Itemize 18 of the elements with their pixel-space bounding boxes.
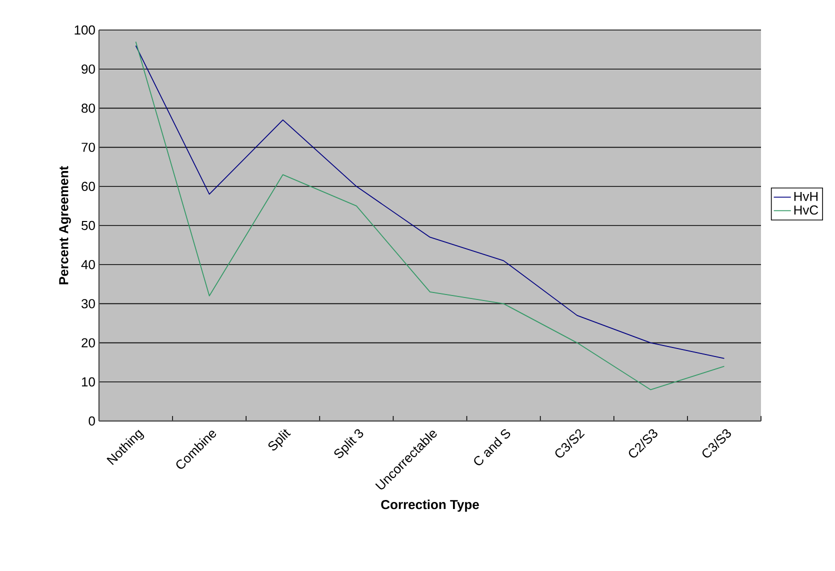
y-tick-label: 90 — [82, 64, 95, 74]
y-tick-label: 40 — [81, 260, 95, 270]
legend-label: HvC — [794, 205, 818, 215]
y-tick-label: 30 — [82, 299, 95, 308]
y-tick-label: 10 — [82, 377, 95, 386]
x-axis-title: Correction Type — [381, 500, 479, 512]
y-tick-label: 70 — [82, 142, 95, 152]
x-tick-label: Split — [268, 429, 291, 450]
y-tick-label: 20 — [82, 338, 95, 348]
y-tick-label: 50 — [82, 220, 95, 230]
x-tick-label: C and S — [474, 429, 510, 466]
legend-label: HvH — [794, 192, 818, 201]
y-tick-label: 60 — [82, 182, 95, 191]
y-tick-label: 100 — [74, 25, 95, 35]
y-axis-title: Percent Agreement — [59, 166, 71, 284]
y-tick-label: 0 — [88, 416, 95, 426]
x-tick-label: Split 3 — [334, 429, 364, 458]
y-tick-label: 80 — [82, 104, 95, 113]
